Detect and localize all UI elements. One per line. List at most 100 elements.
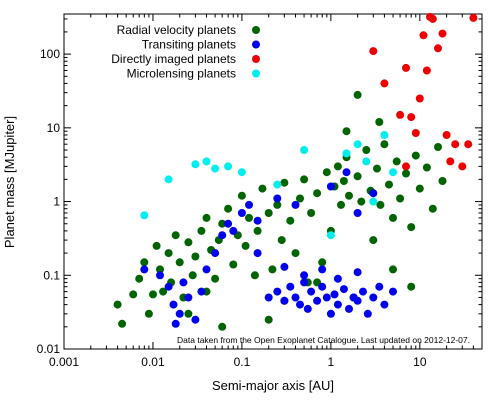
data-point — [362, 146, 371, 154]
data-point — [318, 265, 327, 274]
data-point — [422, 66, 431, 75]
data-point — [380, 300, 389, 309]
y-tick-label: 10 — [47, 121, 61, 135]
legend-label: Directly imaged planets — [111, 52, 236, 66]
data-point — [171, 231, 180, 240]
data-point — [229, 260, 238, 269]
data-point — [224, 219, 233, 228]
data-point — [434, 143, 442, 151]
data-point — [369, 197, 378, 206]
data-point — [337, 200, 345, 209]
data-point — [411, 151, 420, 160]
series-1 — [140, 168, 397, 328]
data-point — [353, 90, 362, 99]
data-point — [197, 287, 206, 296]
data-point — [369, 236, 378, 245]
y-tick-label: 0.01 — [37, 342, 61, 356]
data-point — [339, 177, 348, 185]
data-point — [164, 282, 173, 291]
data-point — [353, 140, 362, 149]
data-point — [369, 47, 378, 56]
data-point — [264, 293, 273, 302]
y-tick-label: 0.1 — [43, 268, 60, 282]
data-point — [307, 287, 316, 296]
data-point — [296, 300, 304, 309]
data-point — [129, 290, 138, 299]
data-point — [250, 271, 259, 280]
legend-marker — [252, 69, 260, 78]
data-point — [389, 287, 397, 296]
legend-label: Radial velocity planets — [117, 23, 236, 37]
data-point — [253, 216, 262, 225]
data-point — [300, 175, 309, 184]
data-point — [380, 131, 389, 139]
y-tick-label: 1 — [53, 195, 60, 209]
data-point — [333, 162, 342, 171]
data-point — [375, 282, 384, 291]
x-tick-label: 0.1 — [234, 355, 251, 369]
data-point — [184, 238, 193, 247]
data-point — [273, 287, 282, 296]
x-tick-label: 0.001 — [49, 355, 79, 369]
data-point — [380, 140, 389, 149]
series-2 — [369, 12, 478, 171]
legend-label: Transiting planets — [142, 38, 236, 52]
data-point — [342, 168, 351, 177]
data-point — [353, 268, 362, 277]
data-point — [342, 127, 351, 136]
data-point — [188, 271, 197, 280]
data-point — [179, 278, 188, 287]
x-tick-label: 0.01 — [141, 355, 165, 369]
data-point — [273, 200, 282, 209]
data-point — [375, 118, 384, 126]
data-point — [237, 168, 246, 177]
data-point — [113, 300, 122, 309]
data-point — [245, 213, 253, 222]
data-point — [326, 309, 335, 318]
data-point — [345, 304, 353, 313]
data-point — [184, 309, 193, 318]
data-point — [369, 293, 378, 302]
data-point — [140, 258, 149, 267]
data-point — [415, 94, 424, 103]
data-point — [156, 271, 164, 280]
data-point — [184, 293, 193, 302]
data-point — [318, 282, 327, 291]
data-point — [118, 319, 127, 328]
data-point — [264, 209, 273, 217]
data-point — [322, 293, 331, 302]
data-point — [191, 252, 200, 261]
data-point — [280, 178, 289, 187]
x-tick-label: 1 — [328, 355, 335, 369]
data-point — [268, 265, 277, 274]
data-point — [396, 194, 405, 203]
data-point — [339, 285, 348, 294]
data-point — [286, 282, 295, 291]
data-point — [149, 290, 157, 299]
data-point — [171, 319, 180, 328]
data-point — [300, 146, 309, 154]
data-point — [333, 274, 342, 283]
data-point — [197, 226, 206, 235]
data-point — [273, 194, 282, 203]
data-point — [389, 265, 397, 274]
data-point — [307, 209, 316, 217]
data-point — [241, 241, 250, 250]
data-point — [385, 180, 393, 189]
data-point — [442, 131, 451, 139]
data-point — [407, 113, 416, 122]
data-point — [224, 204, 233, 213]
data-point — [345, 191, 353, 200]
data-point — [277, 236, 286, 245]
data-point — [428, 204, 437, 213]
data-point — [211, 249, 220, 258]
data-point — [380, 79, 389, 88]
data-point — [303, 304, 312, 313]
data-point — [438, 177, 447, 185]
x-tick-label: 10 — [413, 355, 427, 369]
data-point — [229, 226, 238, 235]
series-3 — [140, 131, 397, 240]
data-point — [169, 300, 178, 309]
data-point — [322, 168, 331, 177]
legend-marker — [252, 26, 260, 34]
